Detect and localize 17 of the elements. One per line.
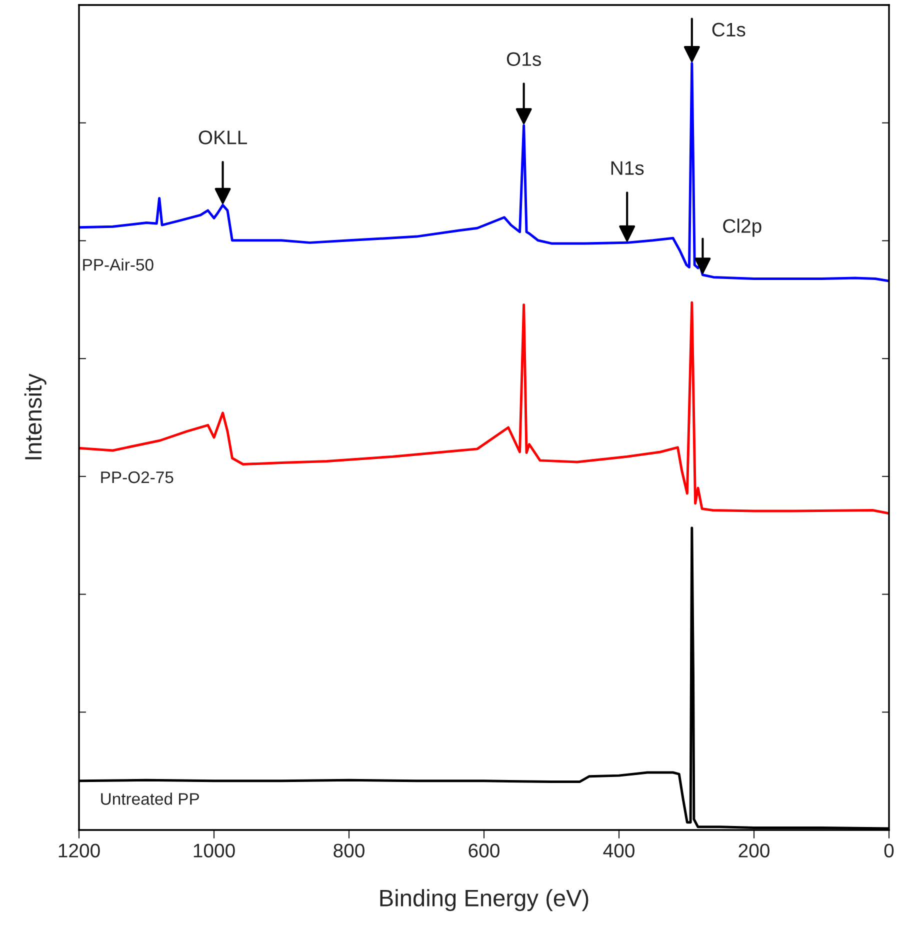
x-tick-label: 800 xyxy=(334,844,364,858)
x-tick-label: 1000 xyxy=(194,844,235,858)
series-label: PP-Air-50 xyxy=(83,258,154,271)
annotation: C1s xyxy=(712,22,746,37)
annotation: N1s xyxy=(611,161,644,175)
annotation: O1s xyxy=(506,52,541,66)
x-tick-label: 1200 xyxy=(58,844,100,858)
series-label: PP-O2-75 xyxy=(101,471,174,484)
x-tick-label: 600 xyxy=(468,844,500,858)
annotation: Cl2p xyxy=(723,218,762,237)
y-axis-title: Intensity xyxy=(24,374,46,460)
x-axis-title: Binding Energy (eV) xyxy=(380,889,588,912)
x-tick-label: 200 xyxy=(738,844,770,858)
series-label: Untreated PP xyxy=(101,792,200,805)
x-tick-label: 0 xyxy=(884,844,894,858)
x-tick-label: 400 xyxy=(603,844,634,858)
annotation: OKLL xyxy=(198,130,247,144)
